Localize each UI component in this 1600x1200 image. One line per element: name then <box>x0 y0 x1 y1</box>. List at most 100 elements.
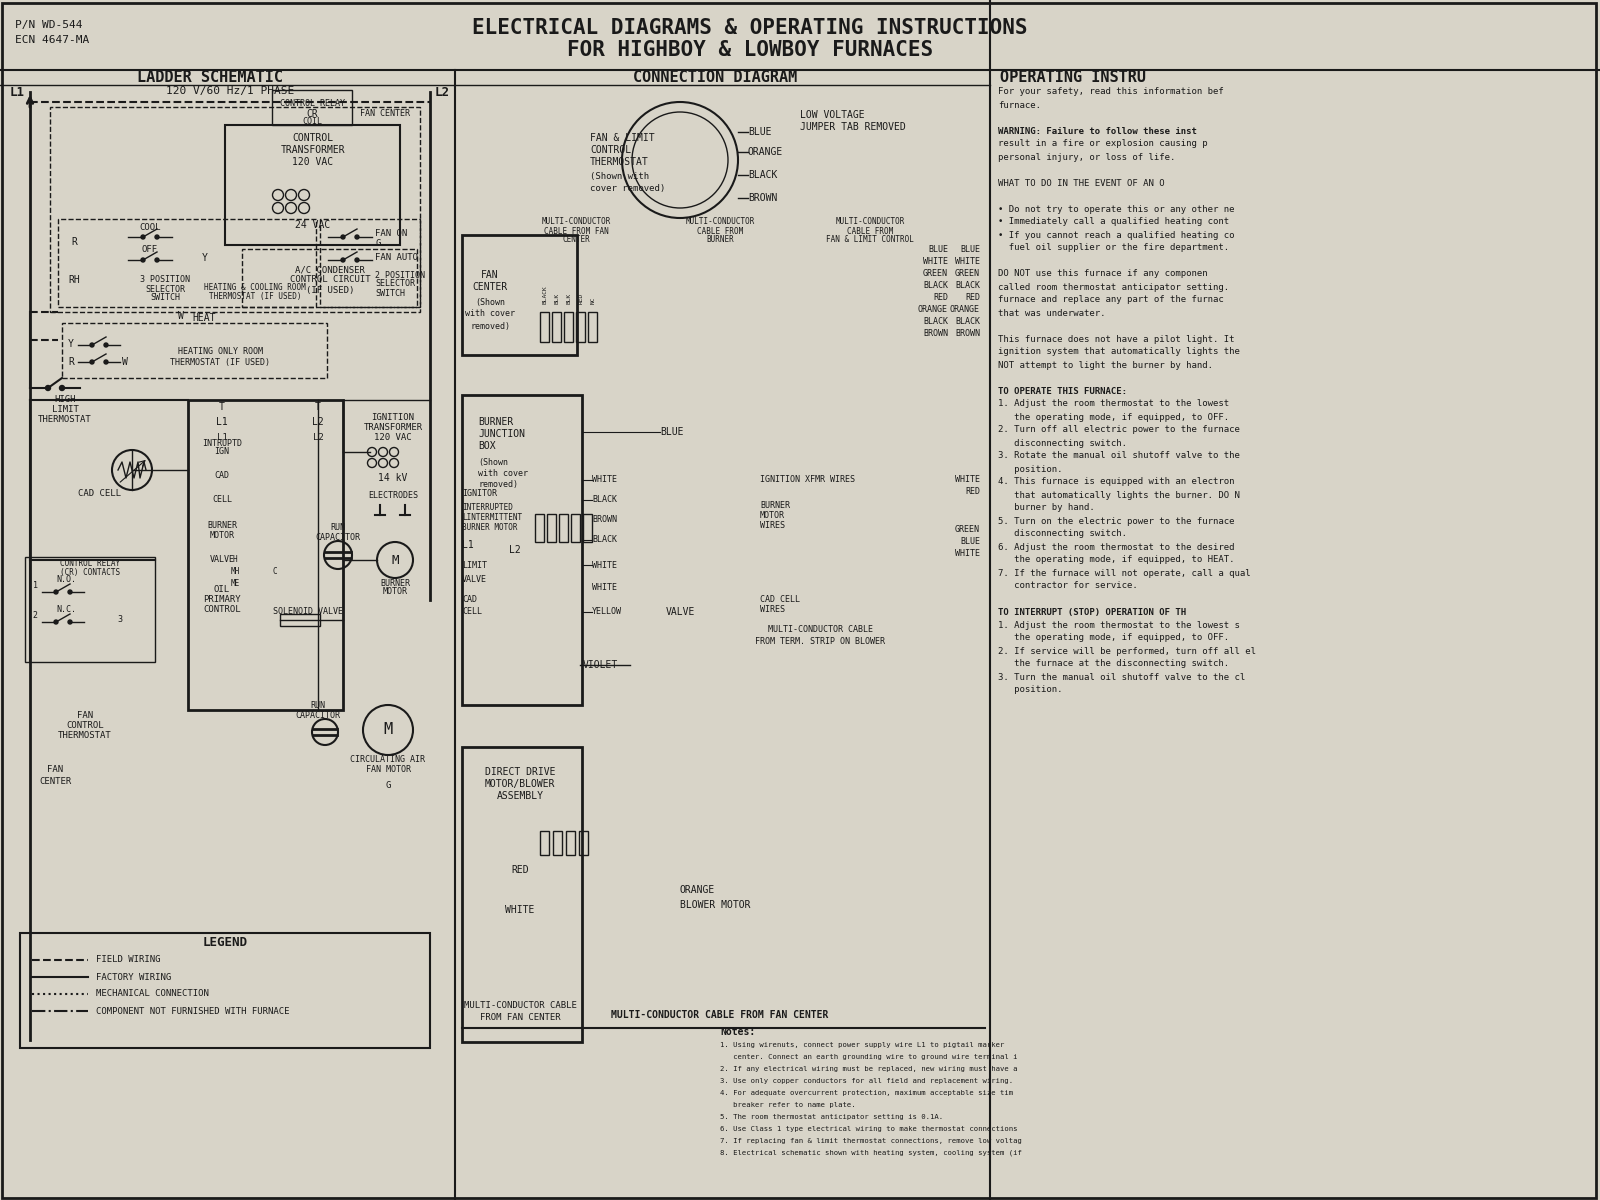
Text: fuel oil supplier or the fire department.: fuel oil supplier or the fire department… <box>998 244 1229 252</box>
Text: GREEN: GREEN <box>955 270 979 278</box>
Bar <box>541 830 549 854</box>
Text: with cover: with cover <box>478 468 528 478</box>
Text: WHAT TO DO IN THE EVENT OF AN O: WHAT TO DO IN THE EVENT OF AN O <box>998 179 1165 187</box>
Bar <box>571 514 579 542</box>
Text: 6. Adjust the room thermostat to the desired: 6. Adjust the room thermostat to the des… <box>998 542 1235 552</box>
Text: THERMOSTAT (IF USED): THERMOSTAT (IF USED) <box>208 293 301 301</box>
Text: CENTER: CENTER <box>472 282 507 292</box>
Text: 24 VAC: 24 VAC <box>296 220 331 230</box>
Text: • If you cannot reach a qualified heating co: • If you cannot reach a qualified heatin… <box>998 230 1235 240</box>
Text: 14 kV: 14 kV <box>378 473 408 482</box>
Text: 1. Using wirenuts, connect power supply wire L1 to pigtail marker: 1. Using wirenuts, connect power supply … <box>720 1042 1005 1048</box>
Text: WHITE: WHITE <box>592 475 618 485</box>
Circle shape <box>341 258 346 262</box>
Text: COIL: COIL <box>302 118 322 126</box>
Text: BLK: BLK <box>555 293 560 304</box>
Text: WARNING: Failure to follow these inst: WARNING: Failure to follow these inst <box>998 126 1197 136</box>
Circle shape <box>141 235 146 239</box>
Circle shape <box>104 343 109 347</box>
Text: CONTROL: CONTROL <box>203 606 242 614</box>
Text: BURNER: BURNER <box>706 235 734 245</box>
Text: LEGEND: LEGEND <box>203 936 248 948</box>
Text: MOTOR: MOTOR <box>210 530 235 540</box>
Text: the operating mode, if equipped, to HEAT.: the operating mode, if equipped, to HEAT… <box>998 556 1235 564</box>
Text: CELL: CELL <box>211 496 232 504</box>
Text: 7. If the furnace will not operate, call a qual: 7. If the furnace will not operate, call… <box>998 569 1251 577</box>
Text: SWITCH: SWITCH <box>150 294 179 302</box>
Circle shape <box>341 235 346 239</box>
Bar <box>554 830 562 854</box>
Text: breaker refer to name plate.: breaker refer to name plate. <box>720 1102 856 1108</box>
Text: BLACK: BLACK <box>749 170 778 180</box>
Text: CONNECTION DIAGRAM: CONNECTION DIAGRAM <box>634 71 797 85</box>
Text: MULTI-CONDUCTOR: MULTI-CONDUCTOR <box>541 217 611 227</box>
Text: BROWN: BROWN <box>955 330 979 338</box>
Text: BLK: BLK <box>566 293 571 304</box>
Circle shape <box>54 590 58 594</box>
Text: ORANGE: ORANGE <box>950 306 979 314</box>
Text: FROM FAN CENTER: FROM FAN CENTER <box>480 1014 560 1022</box>
Text: • Do not try to operate this or any other ne: • Do not try to operate this or any othe… <box>998 204 1235 214</box>
Text: OPERATING INSTRU: OPERATING INSTRU <box>1000 71 1146 85</box>
Text: WHITE: WHITE <box>506 905 534 914</box>
Text: • Immediately call a qualified heating cont: • Immediately call a qualified heating c… <box>998 217 1229 227</box>
Text: RH: RH <box>69 275 80 284</box>
Text: CONTROL: CONTROL <box>590 145 630 155</box>
Text: 3: 3 <box>117 616 123 624</box>
Text: BOX: BOX <box>478 440 496 451</box>
Text: FAN MOTOR: FAN MOTOR <box>365 766 411 774</box>
Text: ECN 4647-MA: ECN 4647-MA <box>14 35 90 44</box>
Text: Y: Y <box>202 253 208 263</box>
Circle shape <box>104 360 109 364</box>
Text: removed): removed) <box>478 480 518 488</box>
Text: LINTERMITTENT: LINTERMITTENT <box>462 514 522 522</box>
Text: NOT attempt to light the burner by hand.: NOT attempt to light the burner by hand. <box>998 360 1213 370</box>
Text: 3 POSITION: 3 POSITION <box>141 276 190 284</box>
Text: GREEN: GREEN <box>923 270 947 278</box>
Text: CABLE FROM FAN: CABLE FROM FAN <box>544 227 608 235</box>
Text: BLUE: BLUE <box>661 427 683 437</box>
Text: DIRECT DRIVE: DIRECT DRIVE <box>485 767 555 778</box>
Text: ORANGE: ORANGE <box>749 146 784 157</box>
Text: YELLOW: YELLOW <box>592 607 622 617</box>
Text: CIRCULATING AIR: CIRCULATING AIR <box>350 756 426 764</box>
Text: BLACK: BLACK <box>542 286 547 304</box>
Text: R: R <box>70 236 77 247</box>
Text: T: T <box>219 402 226 412</box>
Text: CAPACITOR: CAPACITOR <box>315 533 360 541</box>
Text: BLACK: BLACK <box>592 496 618 504</box>
Text: ORANGE: ORANGE <box>918 306 947 314</box>
Text: L2: L2 <box>435 85 450 98</box>
Text: 2. If any electrical wiring must be replaced, new wiring must have a: 2. If any electrical wiring must be repl… <box>720 1066 1018 1072</box>
Text: FAN & LIMIT: FAN & LIMIT <box>590 133 654 143</box>
Text: Notes:: Notes: <box>720 1027 755 1037</box>
Text: MULTI-CONDUCTOR CABLE: MULTI-CONDUCTOR CABLE <box>464 1001 576 1009</box>
Text: result in a fire or explosion causing p: result in a fire or explosion causing p <box>998 139 1208 149</box>
Text: INTRUPTD: INTRUPTD <box>202 438 242 448</box>
Text: CONTROL: CONTROL <box>293 133 333 143</box>
Text: SELECTOR: SELECTOR <box>374 280 414 288</box>
Text: removed): removed) <box>470 322 510 330</box>
Text: LADDER SCHEMATIC: LADDER SCHEMATIC <box>138 71 283 85</box>
Text: ELECTRICAL DIAGRAMS & OPERATING INSTRUCTIONS: ELECTRICAL DIAGRAMS & OPERATING INSTRUCT… <box>472 18 1027 38</box>
Text: 3. Rotate the manual oil shutoff valve to the: 3. Rotate the manual oil shutoff valve t… <box>998 451 1240 461</box>
Text: contractor for service.: contractor for service. <box>998 582 1138 590</box>
Text: burner by hand.: burner by hand. <box>998 504 1094 512</box>
Text: THERMOSTAT: THERMOSTAT <box>58 731 112 739</box>
Text: that automatically lights the burner. DO N: that automatically lights the burner. DO… <box>998 491 1240 499</box>
Bar <box>582 514 592 542</box>
Text: FIELD WIRING: FIELD WIRING <box>96 955 160 965</box>
Text: BROWN: BROWN <box>923 330 947 338</box>
Text: (Shown with: (Shown with <box>590 172 650 180</box>
Text: L2: L2 <box>509 545 522 554</box>
Text: 2. Turn off all electric power to the furnace: 2. Turn off all electric power to the fu… <box>998 426 1240 434</box>
Text: CONTROL CIRCUIT: CONTROL CIRCUIT <box>290 276 370 284</box>
Text: P/N WD-544: P/N WD-544 <box>14 20 83 30</box>
Text: BLACK: BLACK <box>923 282 947 290</box>
Text: WHITE: WHITE <box>955 550 979 558</box>
Text: LIMIT: LIMIT <box>462 560 486 570</box>
Text: 120 V/60 Hz/1 PHASE: 120 V/60 Hz/1 PHASE <box>166 86 294 96</box>
Text: (IF USED): (IF USED) <box>306 286 354 294</box>
Text: CR: CR <box>306 109 318 119</box>
Text: FAN: FAN <box>46 766 62 774</box>
